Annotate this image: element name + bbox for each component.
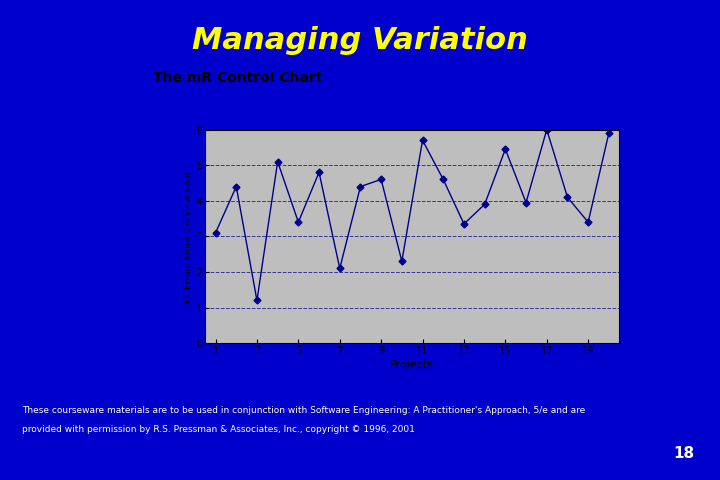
Text: provided with permission by R.S. Pressman & Associates, Inc., copyright © 1996, : provided with permission by R.S. Pressma…: [22, 425, 415, 434]
Y-axis label: Er. Errors found / review hour: Er. Errors found / review hour: [183, 170, 192, 302]
Text: The mR Control Chart: The mR Control Chart: [153, 71, 323, 84]
Text: These courseware materials are to be used in conjunction with Software Engineeri: These courseware materials are to be use…: [22, 406, 585, 415]
Text: 18: 18: [674, 446, 695, 461]
X-axis label: Projects: Projects: [390, 360, 434, 370]
Text: Managing Variation: Managing Variation: [192, 26, 528, 55]
